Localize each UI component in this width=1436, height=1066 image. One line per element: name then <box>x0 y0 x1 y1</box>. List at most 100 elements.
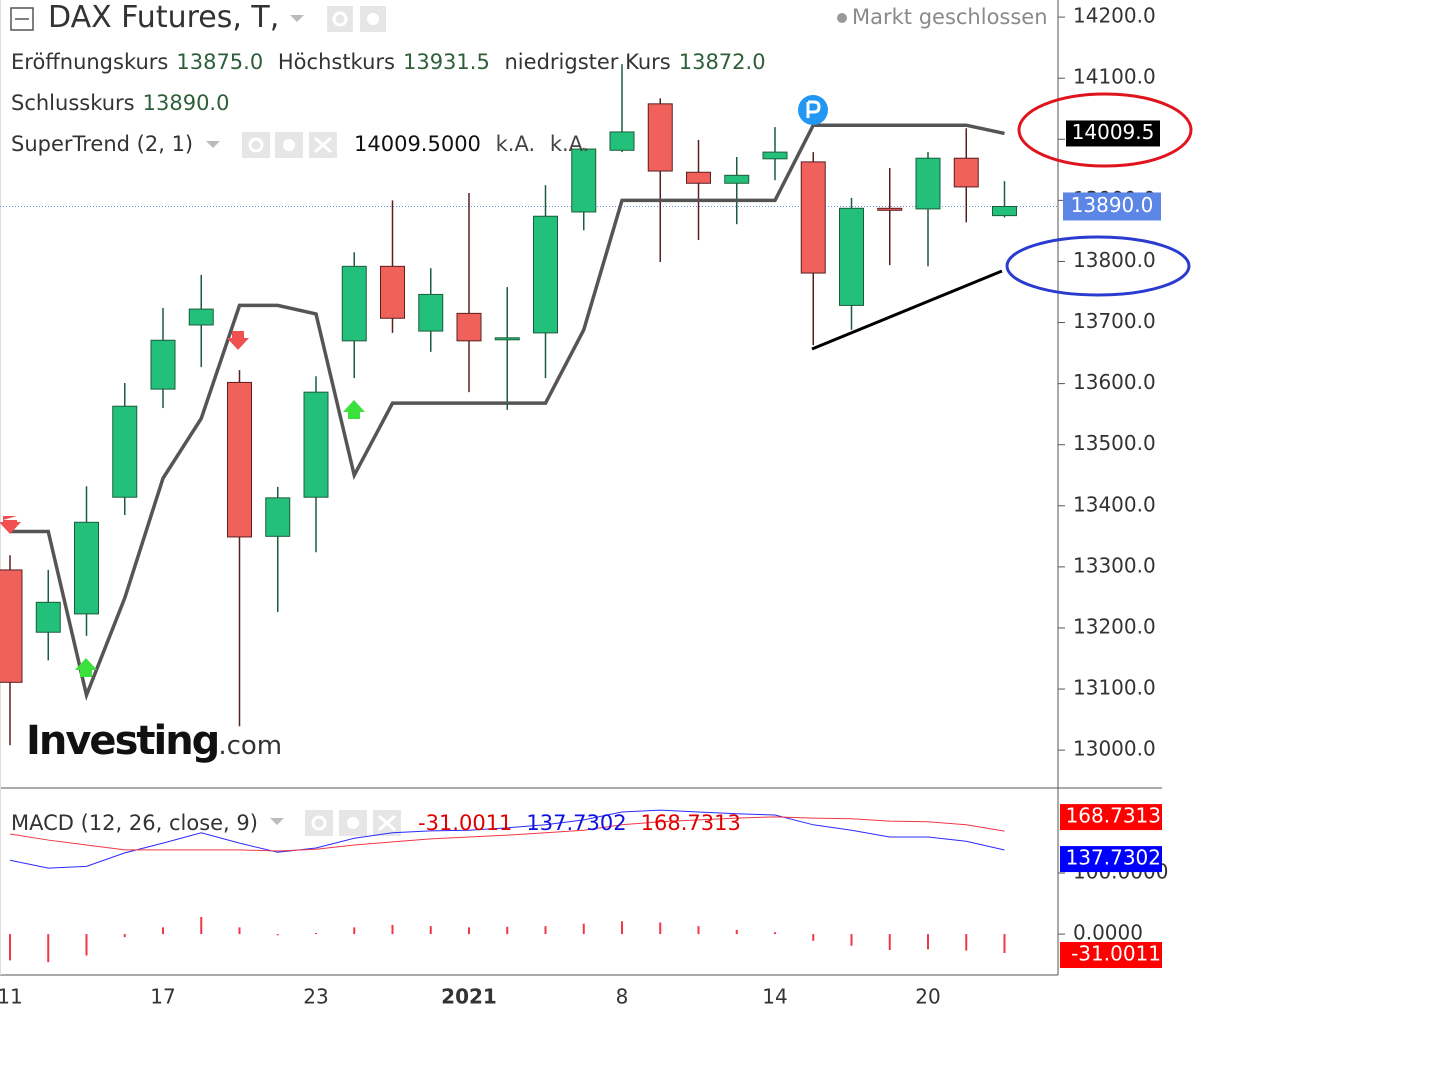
candle-body <box>839 207 864 306</box>
indicator-value: k.A. <box>495 132 536 156</box>
ohlc-legend: Eröffnungskurs 13875.0 Höchstkurs 13931.5 … <box>11 50 774 74</box>
candle-body <box>227 381 252 538</box>
value-badge-label: -31.0011 <box>1071 942 1161 966</box>
y-tick-label: 13600.0 <box>1073 370 1156 394</box>
eye-icon-shape <box>332 11 348 27</box>
candle-body <box>74 521 99 615</box>
dropdown-arrow[interactable] <box>270 818 284 825</box>
candle-body <box>150 339 176 390</box>
value-badge-label: 137.7302 <box>1066 846 1161 870</box>
indicator-value: -31.0011 <box>418 811 513 835</box>
legend-value: 13872.0 <box>678 50 766 74</box>
status-dot <box>837 13 847 23</box>
dropdown-arrow[interactable] <box>290 15 304 22</box>
candle-body <box>380 265 405 319</box>
supertrend-line <box>10 123 1005 702</box>
y-tick-label: 13700.0 <box>1073 309 1156 333</box>
legend-label: Eröffnungskurs <box>11 50 169 74</box>
supertrend-badge <box>1066 120 1160 147</box>
settings-icon-shape <box>367 13 379 25</box>
legend-label: niedrigster Kurs <box>504 50 671 74</box>
collapse-icon[interactable] <box>10 7 34 31</box>
pivot-marker <box>798 95 828 125</box>
remove-icon-shape <box>378 814 396 832</box>
legend-value: 13931.5 <box>402 50 490 74</box>
eye-icon-shape <box>248 137 264 153</box>
settings-icon-shape <box>283 139 295 151</box>
candle-body <box>762 151 788 160</box>
remove-icon-shape <box>314 136 332 154</box>
watermark-text: .com <box>218 731 283 761</box>
pivot-marker-glyph <box>806 100 821 118</box>
last-price-badge <box>1063 192 1161 221</box>
macd-line <box>9 816 1005 852</box>
value-badge-label: 168.7313 <box>1066 804 1161 828</box>
watermark-text: Investing <box>26 718 220 764</box>
candle-body <box>494 337 520 341</box>
candle-body <box>418 293 444 332</box>
candle-body <box>303 391 329 498</box>
highlight-ellipse <box>1017 92 1193 168</box>
macd-values: -31.0011 137.7302 168.7313 <box>418 811 749 835</box>
x-tick-label: 8 <box>616 985 629 1009</box>
y-tick-label: 13200.0 <box>1073 614 1156 638</box>
candle-body <box>647 103 673 172</box>
eye-icon-shape <box>311 815 327 831</box>
y-tick-label: 13000.0 <box>1073 737 1156 761</box>
x-tick-label: 11 <box>0 985 23 1009</box>
candle-body <box>188 308 214 326</box>
y-tick-label: 0.0000 <box>1073 921 1143 945</box>
close-legend: Schlusskurs 13890.0 <box>11 91 237 115</box>
y-tick-label: 13100.0 <box>1073 676 1156 700</box>
legend-label: Höchstkurs <box>277 50 395 74</box>
y-tick-label: 13500.0 <box>1073 431 1156 455</box>
y-tick-label: 13400.0 <box>1073 492 1156 516</box>
legend-value: 13875.0 <box>176 50 264 74</box>
buy-signal <box>343 400 365 419</box>
x-tick-label: 14 <box>762 985 787 1009</box>
trend-line <box>811 269 1003 351</box>
value-badge <box>1060 942 1162 969</box>
candle-body <box>877 207 903 211</box>
eye-icon[interactable] <box>305 810 333 836</box>
candle-body <box>112 405 138 498</box>
last-price-badge-label: 13890.0 <box>1071 193 1154 217</box>
candle-body <box>35 601 61 633</box>
candle-body <box>992 205 1017 217</box>
settings-icon-shape <box>347 817 359 829</box>
supertrend-values: 14009.5000 k.A. k.A. <box>354 132 597 156</box>
candle-body <box>609 131 635 151</box>
x-tick-label: 17 <box>150 985 175 1009</box>
eye-icon[interactable] <box>327 6 353 32</box>
sell-signal <box>227 331 249 350</box>
macd-line <box>9 809 1005 869</box>
candle-body <box>0 569 23 683</box>
marks: 13000.0 13100.0 13200.0 13300.0 13400.0 13500… <box>0 4 1168 1009</box>
x-tick-label: 23 <box>303 985 328 1009</box>
eye-icon[interactable] <box>242 132 270 158</box>
y-tick-label: 14100.0 <box>1073 65 1156 89</box>
dropdown-arrow[interactable] <box>206 141 220 148</box>
indicator-name: MACD (12, 26, close, 9) <box>11 811 258 835</box>
x-tick-label: 20 <box>915 985 940 1009</box>
candle-body <box>800 161 826 274</box>
indicator-value: 14009.5000 <box>354 132 481 156</box>
legend-value: 13890.0 <box>142 91 230 115</box>
y-tick-label: 14200.0 <box>1073 4 1156 28</box>
y-tick-label: 13800.0 <box>1073 248 1156 272</box>
candle-body <box>456 312 482 342</box>
candle-body <box>686 171 711 184</box>
candle-body <box>341 265 367 342</box>
candle-body <box>724 174 750 184</box>
legend-label: Schlusskurs <box>11 91 135 115</box>
sell-signal <box>0 516 21 534</box>
value-badge <box>1060 846 1162 873</box>
macd-legend: MACD (12, 26, close, 9) <box>11 811 266 835</box>
candle-body <box>533 215 558 334</box>
indicator-value: 137.7302 <box>526 811 627 835</box>
candle-body <box>915 157 941 210</box>
candle-body <box>265 497 291 537</box>
x-tick-label: 2021 <box>441 985 497 1009</box>
